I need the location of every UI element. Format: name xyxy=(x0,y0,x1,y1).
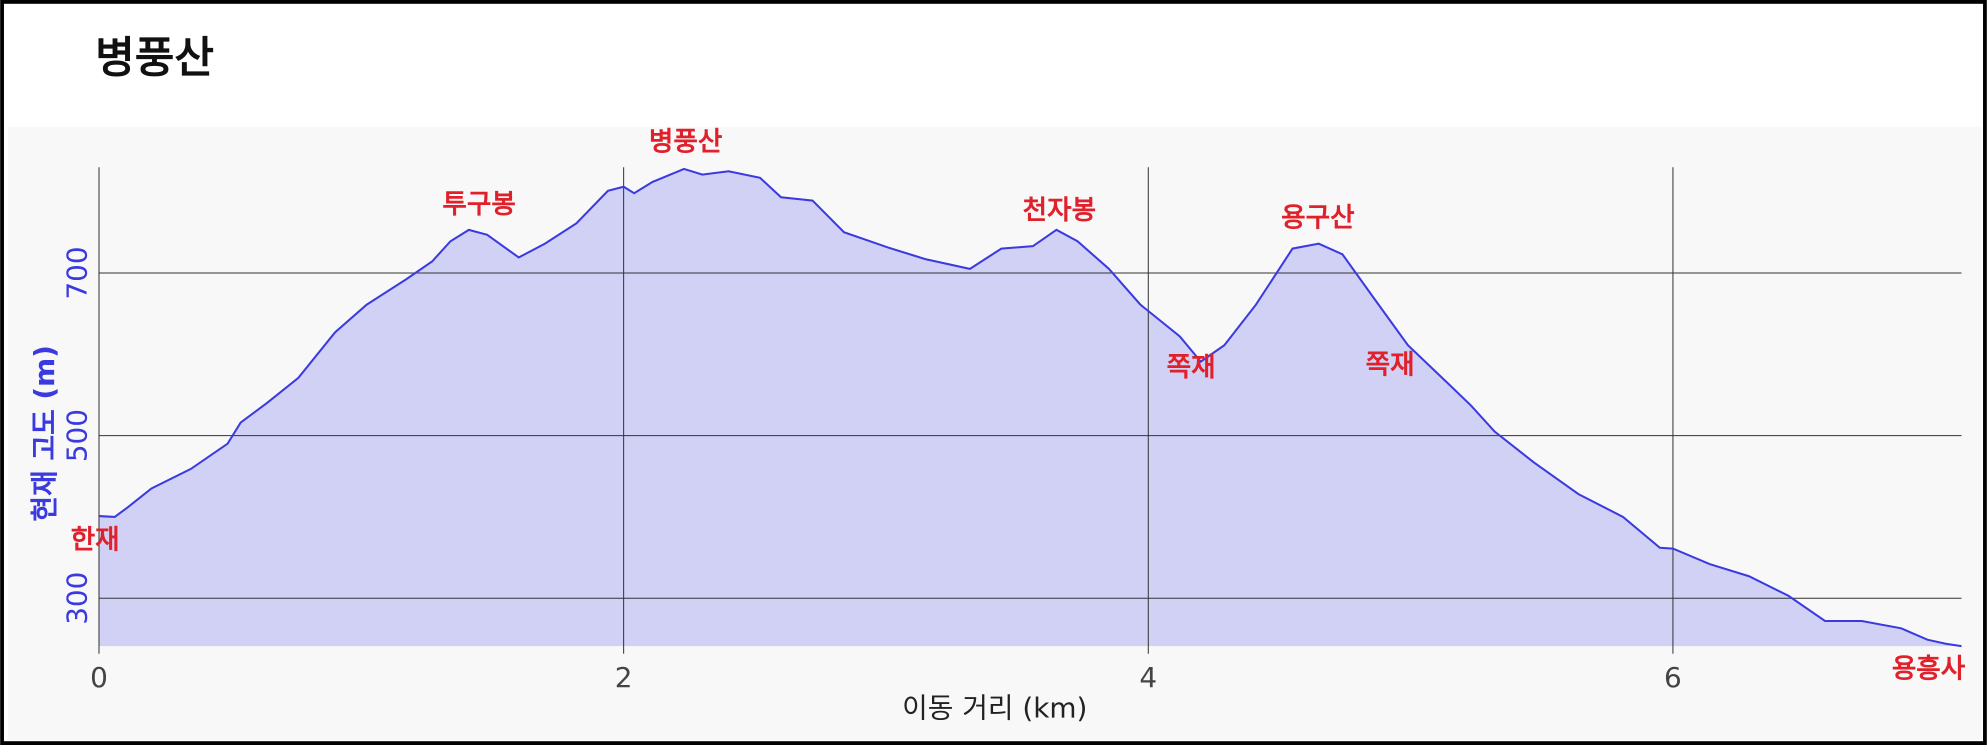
peak-label: 쪽재 xyxy=(1366,350,1415,381)
y-tick-label: 700 xyxy=(61,246,94,299)
y-tick-label: 300 xyxy=(61,572,94,625)
y-tick-label: 500 xyxy=(61,409,94,462)
chart-title: 병풍산 xyxy=(95,33,214,83)
peak-label: 병풍산 xyxy=(649,127,722,158)
peak-label: 투구봉 xyxy=(442,189,515,220)
peak-label: 천자봉 xyxy=(1023,195,1096,226)
y-axis-label: 현재 고도 (m) xyxy=(28,345,61,521)
area-fill xyxy=(98,168,1962,647)
elevation-line xyxy=(98,167,1962,648)
x-tick-label: 6 xyxy=(1664,661,1682,694)
peak-label: 용구산 xyxy=(1281,203,1354,234)
x-tick-label: 2 xyxy=(615,661,633,694)
peak-label: 쪽재 xyxy=(1167,352,1216,383)
x-tick-label: 0 xyxy=(90,661,108,694)
peak-label: 용흥사 xyxy=(1892,654,1966,685)
x-axis-label: 이동 거리 (km) xyxy=(902,692,1087,725)
peak-label: 한재 xyxy=(71,525,120,556)
x-tick-label: 4 xyxy=(1139,661,1157,694)
